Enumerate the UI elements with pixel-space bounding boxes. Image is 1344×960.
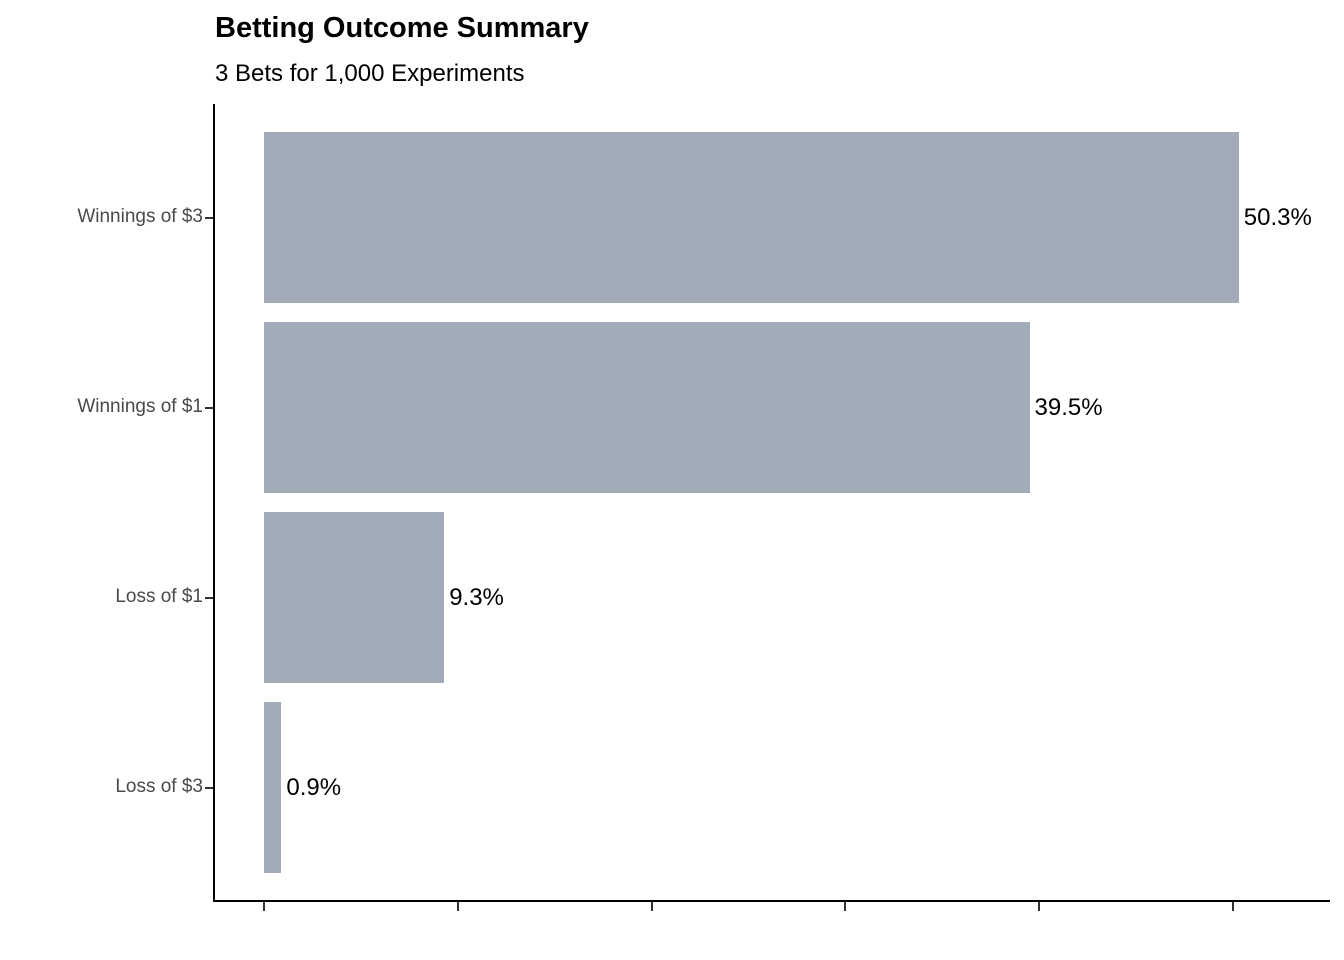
x-tick-4	[1038, 902, 1041, 911]
category-label-3: Loss of $3	[115, 775, 203, 797]
x-tick-3	[844, 902, 847, 911]
x-tick-0	[263, 902, 265, 911]
x-tick-5	[1232, 902, 1234, 911]
bar-1	[264, 322, 1030, 493]
value-label-1: 39.5%	[1034, 393, 1103, 421]
bar-3	[264, 702, 282, 873]
y-axis-line	[213, 104, 215, 902]
y-tick-1	[205, 406, 213, 409]
value-label-0: 50.3%	[1243, 203, 1312, 231]
category-label-0: Winnings of $3	[77, 205, 203, 227]
value-label-2: 9.3%	[449, 583, 504, 611]
y-tick-3	[205, 786, 213, 789]
chart-subtitle: 3 Bets for 1,000 Experiments	[215, 60, 525, 87]
chart-title: Betting Outcome Summary	[215, 12, 589, 44]
x-tick-2	[650, 902, 653, 911]
value-label-3: 0.9%	[286, 773, 342, 801]
y-tick-0	[205, 216, 213, 219]
category-label-1: Winnings of $1	[77, 395, 203, 417]
x-axis-line	[213, 900, 1330, 902]
bar-0	[264, 132, 1239, 303]
bar-2	[264, 512, 445, 683]
x-tick-1	[456, 902, 459, 911]
y-tick-2	[205, 596, 213, 599]
category-label-2: Loss of $1	[115, 585, 203, 607]
